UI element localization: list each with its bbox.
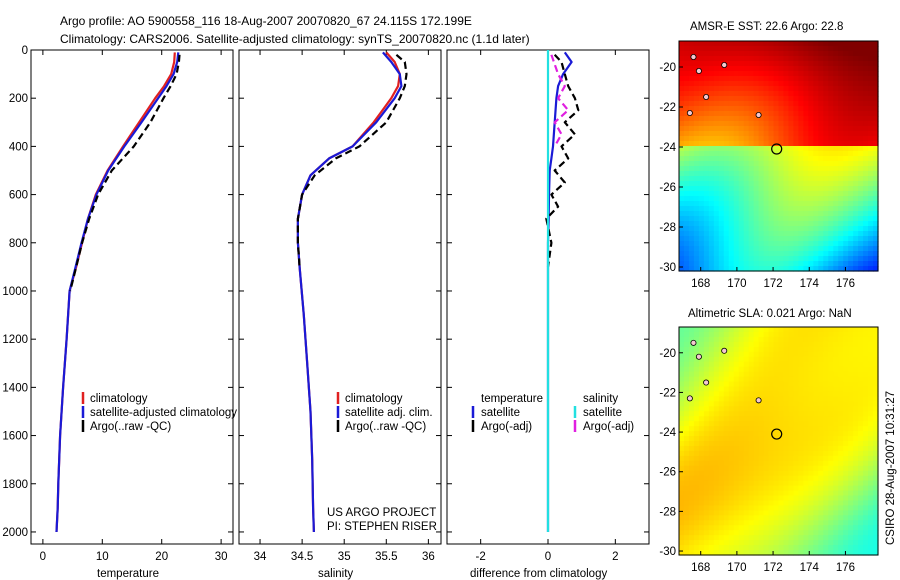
x-tick-label: 34 — [254, 551, 267, 563]
project-line-2: PI: STEPHEN RISER — [327, 521, 437, 533]
series-line — [545, 54, 580, 268]
map-y-tick-label: -24 — [659, 427, 676, 439]
y-tick-label: 600 — [9, 190, 28, 202]
y-tick-label: 1800 — [2, 479, 28, 491]
map-x-tick-label: 170 — [727, 562, 746, 574]
header-line-1: Argo profile: AO 5900558_116 18-Aug-2007… — [60, 14, 472, 28]
diff-legend-temp-argo: Argo(-adj) — [481, 421, 532, 433]
x-tick-label: 0 — [40, 551, 46, 563]
difference-xlabel: difference from climatology — [470, 568, 607, 580]
x-tick-label: 35.5 — [375, 551, 397, 563]
map-y-tick-label: -22 — [659, 387, 676, 399]
map-y-tick-label: -22 — [659, 102, 676, 114]
diff-legend-temperature-title: temperature — [481, 393, 543, 405]
map-x-tick-label: 174 — [800, 562, 820, 574]
map-y-tick-label: -30 — [659, 546, 676, 558]
temp-legend-satellite: satellite-adjusted climatology — [90, 407, 237, 419]
diff-legend-temp-satellite: satellite — [481, 407, 520, 419]
map-y-tick-label: -20 — [659, 62, 676, 74]
sal-legend-satellite: satellite adj. clim. — [345, 407, 433, 419]
salinity-legend: climatology satellite adj. clim. Argo(..… — [336, 392, 433, 433]
series-line — [69, 54, 181, 292]
map-x-tick-label: 168 — [691, 562, 710, 574]
map-x-tick-label: 176 — [836, 278, 855, 290]
difference-panel: -2 0 2 difference from climatology tempera… — [446, 49, 650, 580]
y-tick-label: 0 — [22, 45, 28, 57]
map-y-tick-label: -26 — [659, 182, 676, 194]
series-line — [550, 54, 570, 147]
map-x-tick-label: 174 — [800, 278, 820, 290]
project-line-1: US ARGO PROJECT — [327, 507, 436, 519]
x-tick-label: -2 — [476, 551, 486, 563]
sst-map-title: AMSR-E SST: 22.6 Argo: 22.8 — [690, 21, 843, 33]
y-tick-label: 800 — [9, 238, 28, 250]
x-tick-label: 36 — [422, 551, 435, 563]
temperature-panel: 0 10 20 30 0 200 400 600 800 1000 1200 1400 1600 1800… — [2, 45, 237, 580]
map-y-tick-label: -28 — [659, 222, 676, 234]
map-y-tick-label: -26 — [659, 467, 676, 479]
x-tick-label: 2 — [612, 551, 618, 563]
map-y-tick-label: -20 — [659, 348, 676, 360]
map-x-tick-label: 172 — [763, 278, 782, 290]
map-x-tick-label: 176 — [836, 562, 855, 574]
y-tick-label: 2000 — [2, 527, 28, 539]
y-tick-label: 1000 — [2, 286, 28, 298]
map-x-tick-label: 168 — [691, 278, 710, 290]
y-tick-label: 400 — [9, 141, 28, 153]
series-line — [296, 53, 408, 267]
temp-legend-argo: Argo(..raw -QC) — [90, 421, 171, 433]
map-x-tick-label: 172 — [763, 562, 782, 574]
sst-map-panel: AMSR-E SST: 22.6 Argo: 22.8 168 170 172 174… — [659, 21, 879, 290]
salinity-xlabel: salinity — [318, 568, 353, 580]
y-tick-label: 1200 — [2, 334, 28, 346]
temperature-legend: climatology satellite-adjusted climatolo… — [81, 392, 237, 433]
sla-map-panel: Altimetric SLA: 0.021 Argo: NaN 168 170 17… — [659, 308, 879, 574]
temperature-xlabel: temperature — [97, 568, 159, 580]
header-line-2: Climatology: CARS2006. Satellite-adjuste… — [60, 32, 530, 46]
y-tick-label: 1600 — [2, 431, 28, 443]
side-timestamp-label: CSIRO 28-Aug-2007 10:31:27 — [885, 391, 897, 545]
x-tick-label: 20 — [155, 551, 168, 563]
argo-position-marker — [771, 143, 783, 155]
map-y-tick-label: -24 — [659, 142, 676, 154]
y-tick-label: 1400 — [2, 382, 28, 394]
diff-legend-salinity-title: salinity — [583, 393, 618, 405]
x-tick-label: 30 — [215, 551, 228, 563]
x-tick-label: 0 — [545, 551, 551, 563]
difference-legend: temperature satellite Argo(-adj) salinit… — [471, 393, 634, 433]
map-y-tick-label: -28 — [659, 506, 676, 518]
x-tick-label: 10 — [96, 551, 109, 563]
sal-legend-climatology: climatology — [345, 393, 403, 405]
diff-legend-sal-argo: Argo(-adj) — [583, 421, 634, 433]
y-tick-label: 200 — [9, 93, 28, 105]
sla-map-title: Altimetric SLA: 0.021 Argo: NaN — [688, 308, 852, 320]
x-tick-label: 35 — [338, 551, 351, 563]
x-tick-label: 34.5 — [291, 551, 313, 563]
salinity-panel: 34 34.5 35 35.5 36 salinity climatology sate… — [238, 49, 442, 580]
sal-legend-argo: Argo(..raw -QC) — [345, 421, 426, 433]
diff-legend-sal-satellite: satellite — [583, 407, 622, 419]
argo-position-marker — [771, 428, 783, 440]
temp-legend-climatology: climatology — [90, 393, 148, 405]
map-y-tick-label: -30 — [659, 262, 676, 274]
map-x-tick-label: 170 — [727, 278, 746, 290]
